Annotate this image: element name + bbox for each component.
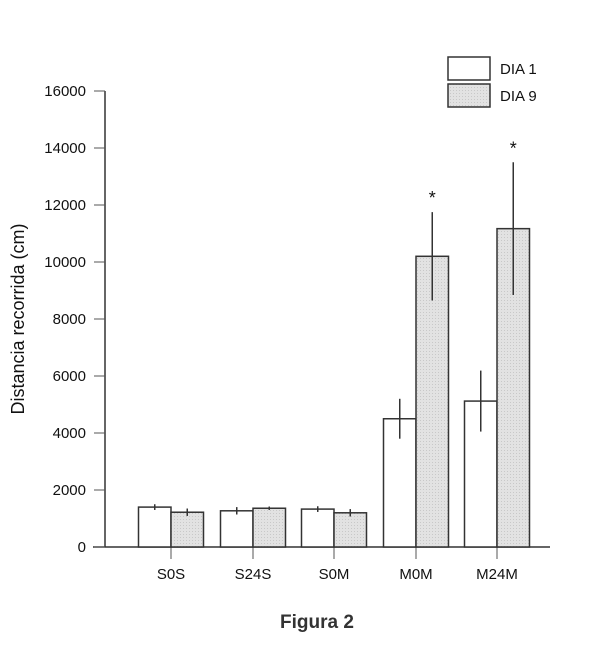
bar-dia1-s0s [137, 506, 172, 548]
x-tick-label: M0M [399, 566, 432, 583]
y-axis-label: Distancia recorrida (cm) [8, 223, 28, 414]
y-tick-label: 8000 [53, 311, 86, 328]
y-tick-label: 0 [78, 539, 86, 556]
y-tick-label: 6000 [53, 368, 86, 385]
figure-caption: Figura 2 [280, 612, 354, 633]
y-tick-label: 16000 [44, 83, 86, 100]
x-tick-label: M24M [476, 566, 518, 583]
legend-swatch [447, 83, 491, 108]
y-tick-label: 10000 [44, 254, 86, 271]
bar-dia9-s0m [333, 512, 368, 548]
y-tick-label: 14000 [44, 140, 86, 157]
bar-dia9-s24s [252, 507, 287, 548]
legend-label: DIA 1 [500, 61, 537, 78]
significance-marker: * [510, 138, 517, 158]
x-tick-label: S0M [319, 566, 350, 583]
legend-swatch [447, 56, 491, 81]
x-tick-label: S0S [157, 566, 185, 583]
y-tick-label: 4000 [53, 425, 86, 442]
x-tick-label: S24S [235, 566, 272, 583]
bar-dia9-s0s [170, 511, 205, 548]
significance-marker: * [429, 188, 436, 208]
legend-label: DIA 9 [500, 88, 537, 105]
bar-dia1-s0m [300, 508, 335, 548]
bar-dia1-s24s [219, 510, 254, 548]
y-tick-label: 12000 [44, 197, 86, 214]
y-tick-label: 2000 [53, 482, 86, 499]
